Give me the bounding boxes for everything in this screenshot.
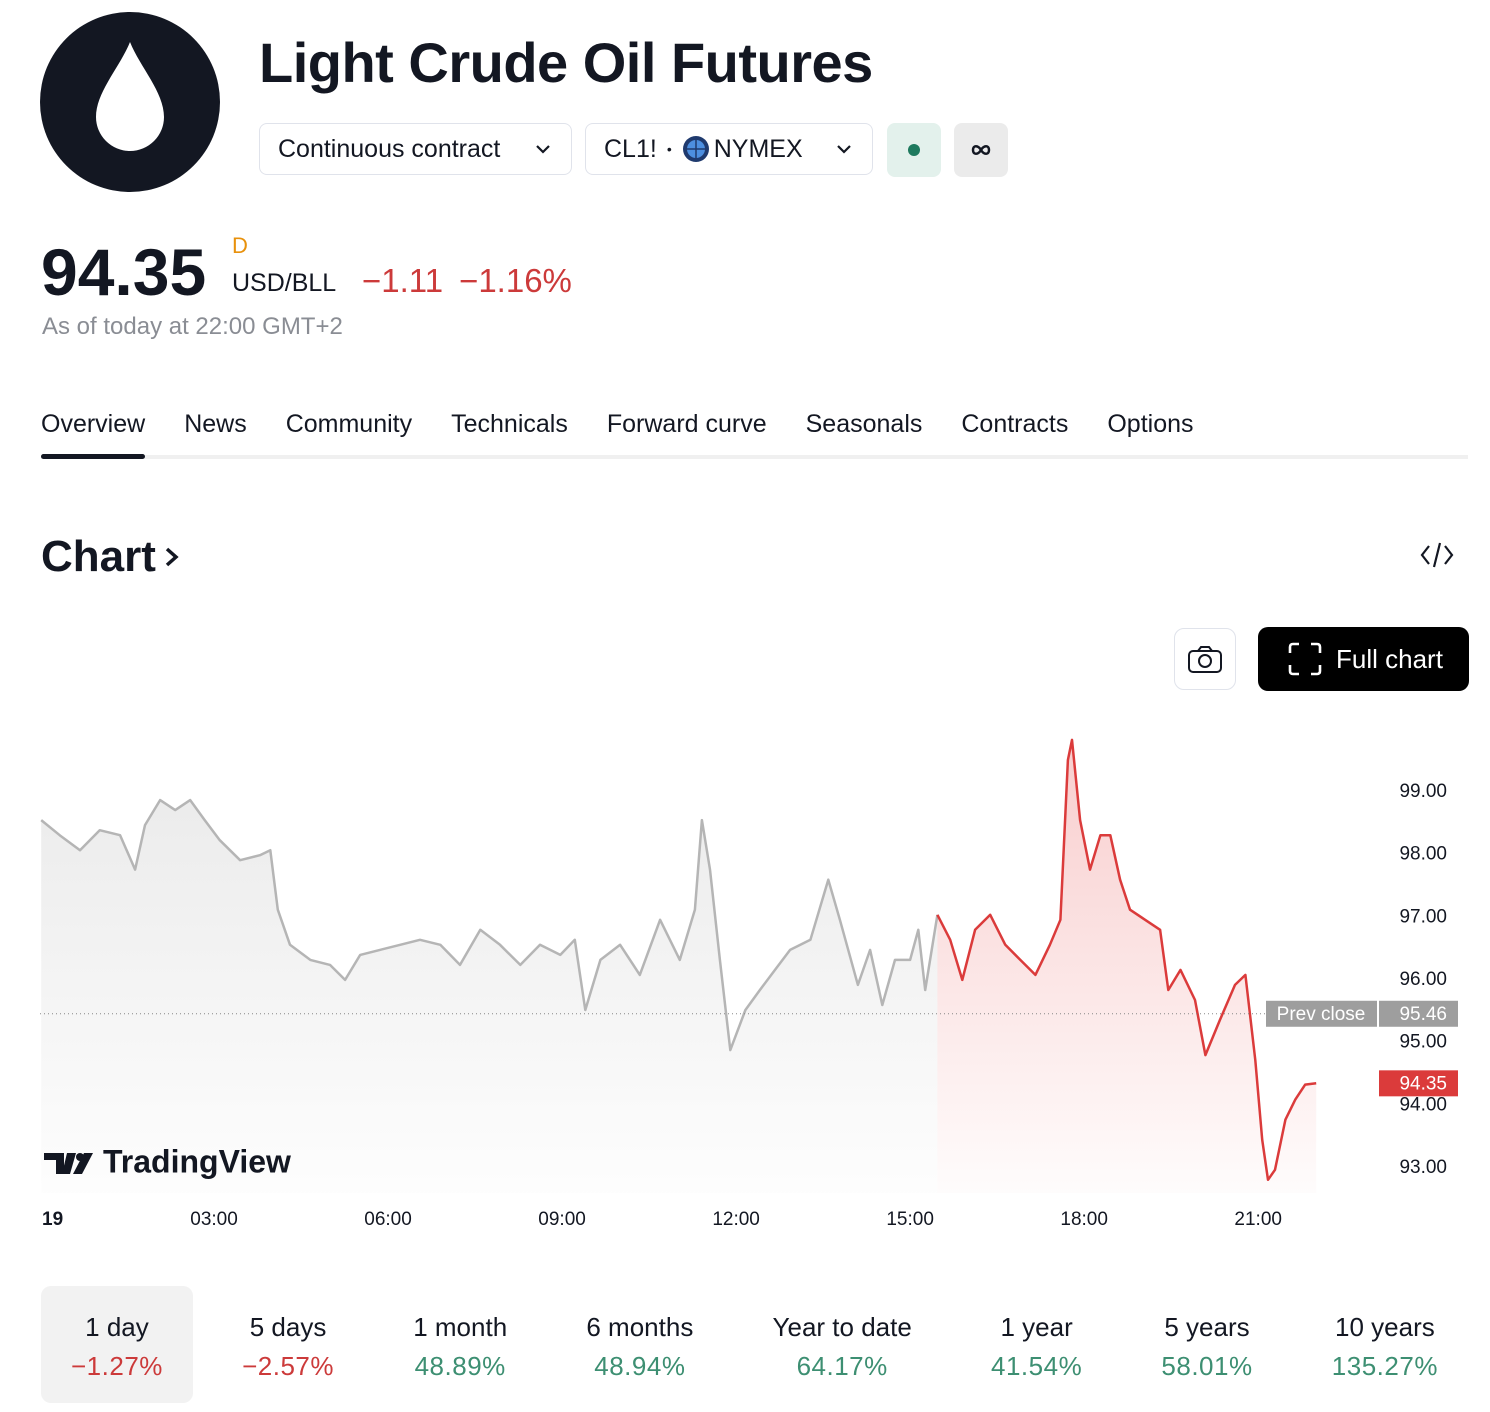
title: Light Crude Oil Futures — [259, 31, 873, 94]
continuous-icon[interactable] — [954, 123, 1008, 177]
y-tick-label: 96.00 — [1399, 969, 1447, 990]
symbol: CL1! — [604, 134, 657, 163]
contract: Continuous contract — [278, 134, 501, 163]
period-label: 6 months — [586, 1312, 694, 1342]
x-tick-label: 19 — [42, 1209, 63, 1230]
embed-icon[interactable] — [1420, 540, 1454, 570]
x-tick-label: 06:00 — [364, 1209, 412, 1230]
exchange: NYMEX — [713, 134, 803, 163]
x-tick-label: 12:00 — [712, 1209, 760, 1230]
period[interactable]: 1 year 41.54% — [961, 1286, 1112, 1403]
market-status[interactable] — [887, 123, 941, 177]
period-change: 135.27% — [1331, 1351, 1438, 1381]
price-line — [936, 738, 1317, 1182]
full-chart-label: Full chart — [1336, 643, 1443, 674]
period-label: 1 month — [413, 1312, 508, 1342]
period-change: −1.27% — [71, 1351, 163, 1381]
tab[interactable]: Options — [1107, 410, 1194, 438]
full-chart-button[interactable]: Full chart — [1258, 627, 1469, 691]
period-change: 64.17% — [796, 1351, 888, 1381]
change-abs: −1.11 — [362, 262, 444, 299]
chart-title: Chart — [41, 532, 156, 581]
chevron — [837, 145, 851, 154]
period[interactable]: 10 years 135.27% — [1302, 1286, 1468, 1403]
change: −1.11 −1.16% — [362, 262, 572, 300]
x-tick-label: 21:00 — [1234, 1209, 1282, 1230]
y-tick-label: 93.00 — [1399, 1157, 1447, 1178]
period-label: Year to date — [772, 1312, 912, 1342]
period-label: 1 day — [85, 1312, 149, 1342]
x-tick-label: 09:00 — [538, 1209, 586, 1230]
logo — [40, 12, 220, 192]
fullscreen-icon — [1288, 642, 1322, 676]
price-line — [40, 798, 939, 1052]
period[interactable]: Year to date 64.17% — [743, 1286, 942, 1403]
period-change: 48.89% — [414, 1351, 506, 1381]
period[interactable]: 5 days −2.57% — [212, 1286, 364, 1403]
period-label: 10 years — [1335, 1312, 1435, 1342]
globe-icon — [682, 136, 709, 162]
tab[interactable]: Overview — [41, 410, 146, 459]
watermark-text: TradingView — [103, 1143, 291, 1179]
x-tick-label: 18:00 — [1060, 1209, 1108, 1230]
x-tick-label: 03:00 — [190, 1209, 238, 1230]
tab[interactable]: News — [184, 410, 247, 438]
tabs: Overview News Community Technicals Forward c… — [41, 410, 1194, 459]
period[interactable]: 5 years 58.01% — [1131, 1286, 1282, 1403]
y-tick-label: 95.00 — [1399, 1032, 1447, 1053]
periods: 1 day −1.27% 5 days −2.57% 1 month 48.89% 6 mo… — [41, 1286, 1468, 1403]
period-change: −2.57% — [242, 1351, 335, 1381]
tab[interactable]: Contracts — [961, 410, 1069, 438]
chart-heading[interactable]: Chart — [41, 532, 182, 582]
contract-dropdown[interactable]: Continuous contract — [259, 123, 572, 175]
y-tick-label: 97.00 — [1399, 906, 1447, 927]
period-change: 58.01% — [1161, 1351, 1253, 1381]
y-tick-label: 98.00 — [1399, 844, 1447, 865]
period[interactable]: 6 months 48.94% — [556, 1286, 723, 1403]
prev-close-label: Prev close — [1277, 1004, 1366, 1025]
period[interactable]: 1 month 48.89% — [383, 1286, 537, 1403]
chevron — [536, 145, 550, 154]
last-price-label: 94.35 — [1399, 1073, 1447, 1094]
period-label: 1 year — [1000, 1312, 1073, 1342]
y-tick-label: 94.00 — [1399, 1094, 1447, 1115]
prev-close-badge — [1266, 1000, 1377, 1027]
symbol-dropdown[interactable]: CL1! • NYMEX — [585, 123, 873, 175]
tab-rule — [41, 455, 1468, 459]
price: 94.35 — [41, 235, 207, 309]
area-fill — [41, 800, 938, 1193]
prev-close-value: 95.46 — [1399, 1004, 1447, 1025]
x-tick-label: 15:00 — [886, 1209, 934, 1230]
period-change: 48.94% — [594, 1351, 686, 1381]
period-label: 5 years — [1164, 1312, 1250, 1342]
chevron — [165, 547, 179, 567]
change-pct: −1.16% — [459, 262, 572, 299]
price-flag: D — [232, 233, 248, 258]
currency: USD/BLL — [232, 269, 337, 297]
tab[interactable]: Community — [285, 410, 413, 438]
as-of: As of today at 22:00 GMT+2 — [42, 313, 343, 340]
period-label: 5 days — [249, 1312, 327, 1342]
y-tick-label: 99.00 — [1399, 781, 1447, 802]
period[interactable]: 1 day −1.27% — [41, 1286, 193, 1403]
watermark: TradingView — [44, 1143, 291, 1179]
period-change: 41.54% — [991, 1351, 1083, 1381]
prev-close-value-badge — [1379, 1000, 1458, 1027]
tab[interactable]: Forward curve — [606, 410, 767, 438]
area-fill — [937, 739, 1317, 1193]
tab[interactable]: Seasonals — [805, 410, 923, 438]
snapshot-button[interactable] — [1174, 628, 1236, 690]
tab[interactable]: Technicals — [451, 410, 568, 438]
last-price-badge — [1379, 1070, 1458, 1097]
